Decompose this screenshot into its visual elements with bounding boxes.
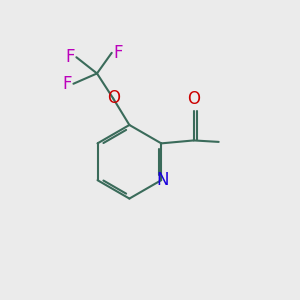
- Text: F: F: [62, 75, 72, 93]
- Text: F: F: [113, 44, 123, 62]
- Text: O: O: [107, 89, 120, 107]
- Text: F: F: [65, 48, 75, 66]
- Text: O: O: [187, 90, 200, 108]
- Text: N: N: [157, 171, 169, 189]
